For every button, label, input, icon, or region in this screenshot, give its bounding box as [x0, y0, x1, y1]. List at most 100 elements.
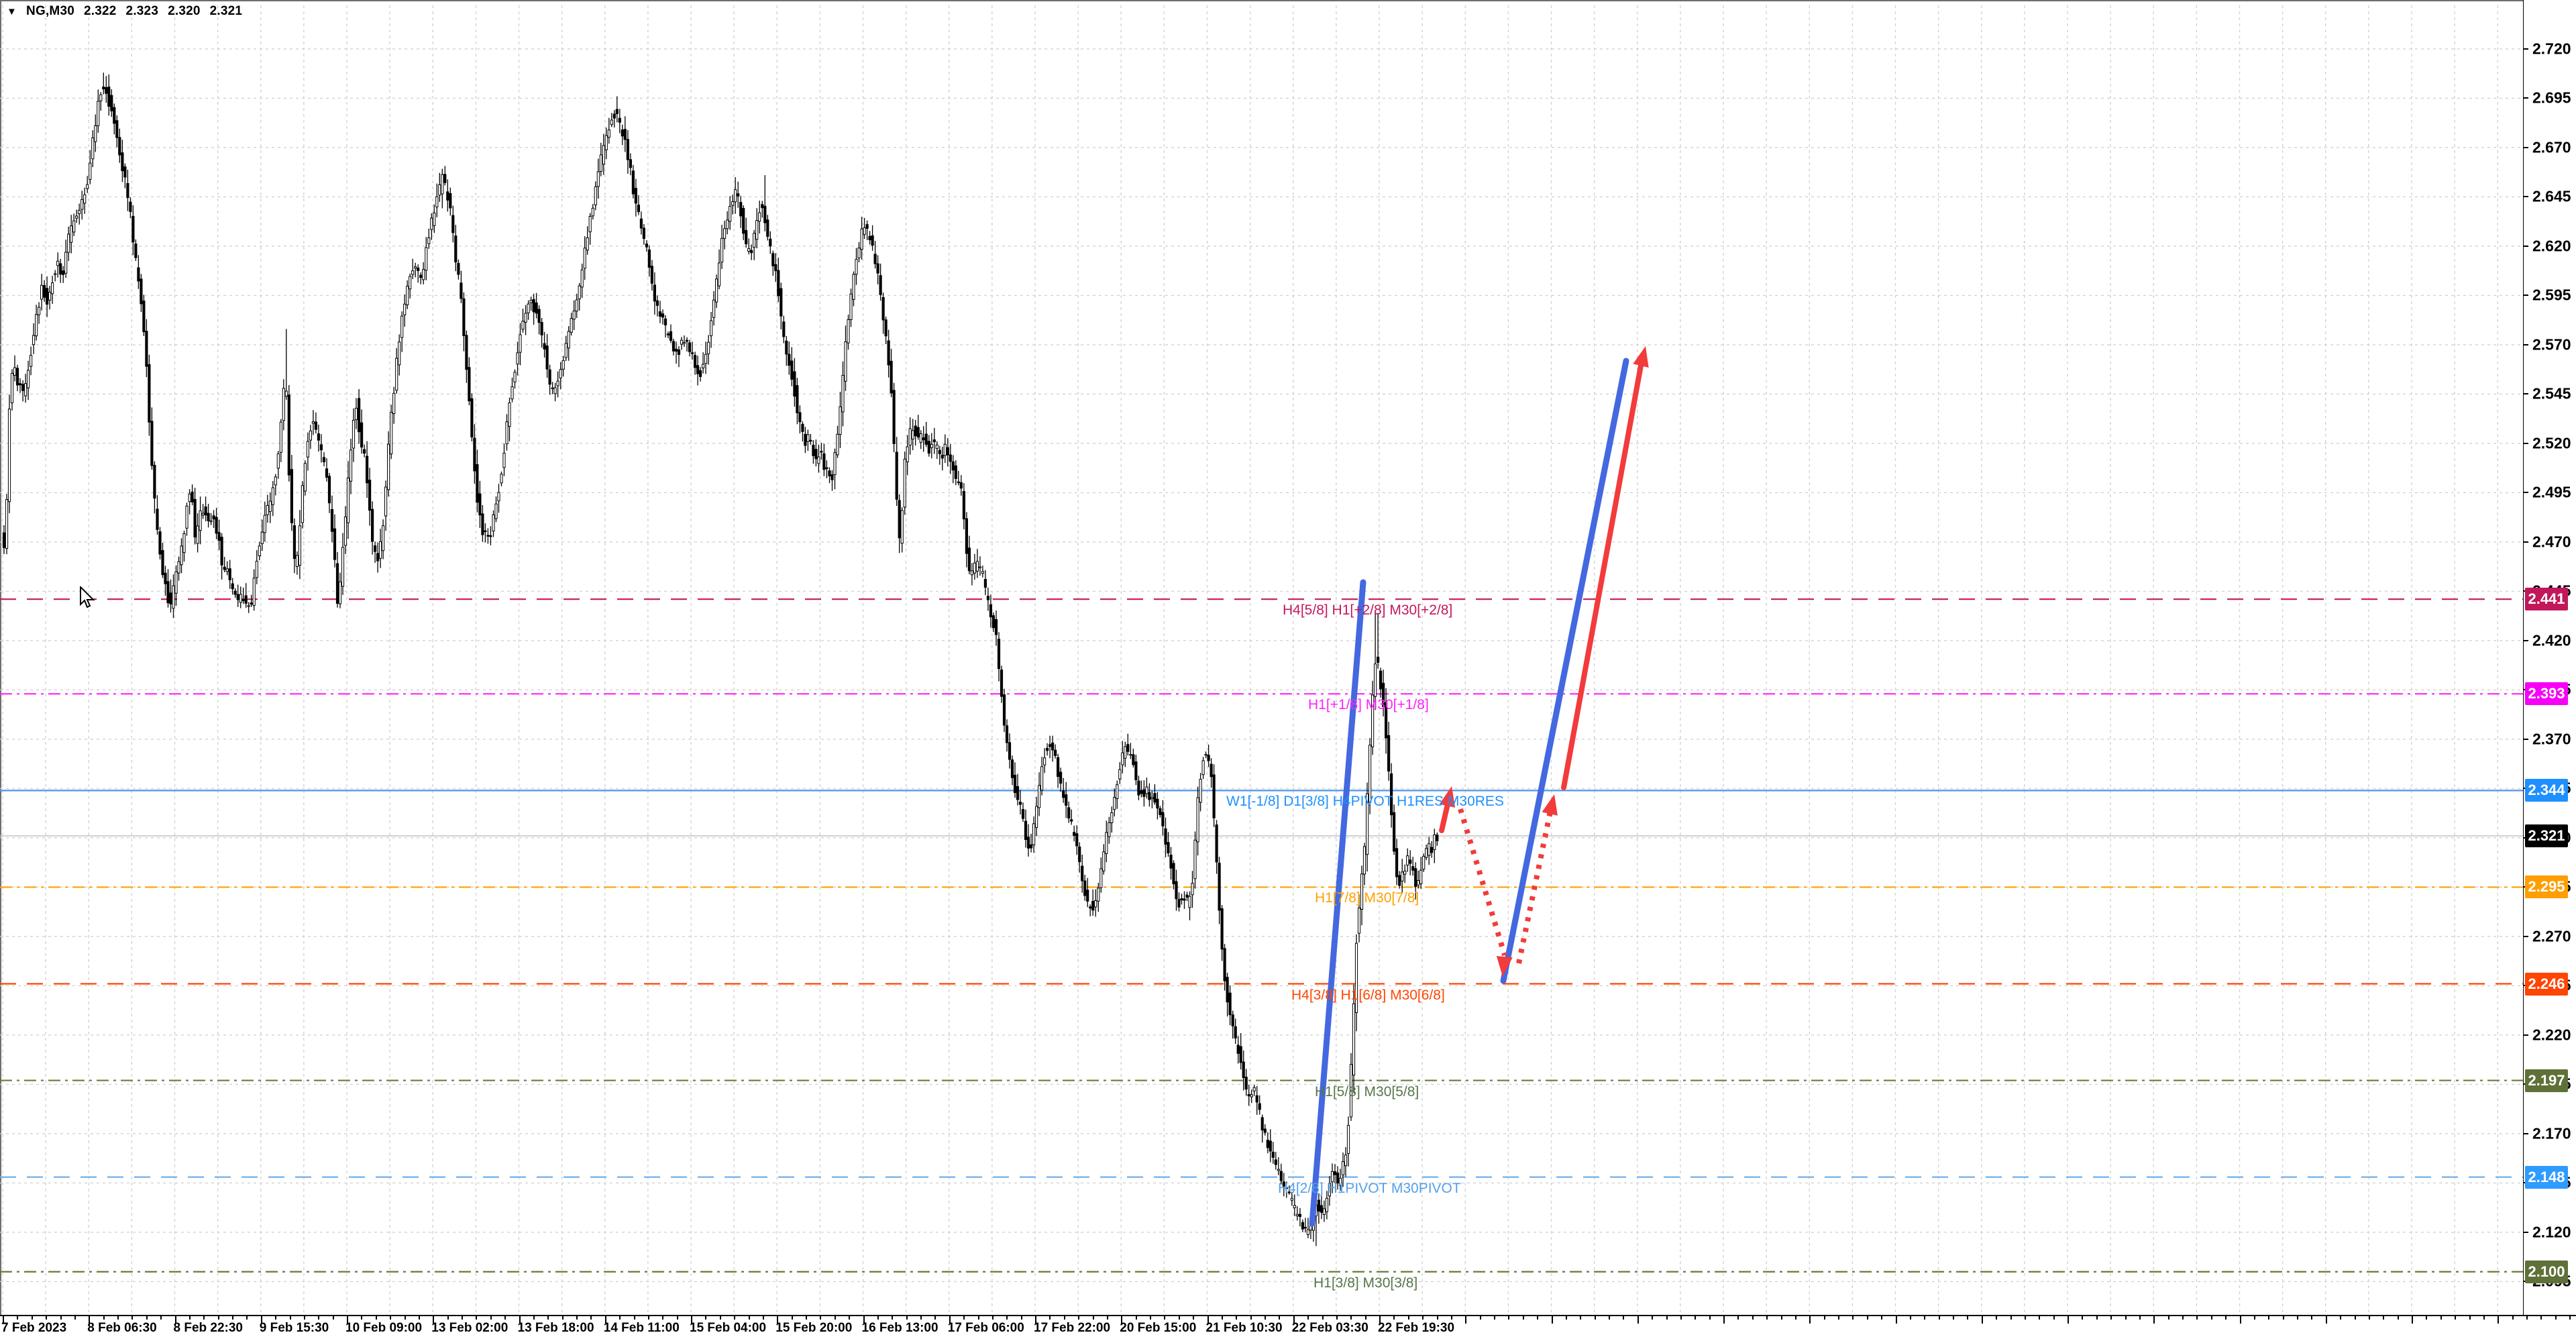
- bear-candle: [1266, 1140, 1269, 1148]
- time-tick-mark: [1106, 1316, 1108, 1320]
- bear-candle: [1247, 1094, 1250, 1097]
- pivot-level-lines[interactable]: [0, 598, 2525, 1273]
- time-tick-mark: [1623, 1316, 1625, 1320]
- bull-candle: [710, 320, 713, 337]
- bull-candle: [1124, 746, 1127, 759]
- bull-candle: [1417, 880, 1420, 886]
- bear-candle: [1140, 790, 1143, 794]
- bull-candle: [900, 510, 904, 544]
- bull-candle: [403, 303, 407, 315]
- bull-candle: [575, 299, 578, 312]
- bull-candle: [276, 453, 280, 469]
- bull-candle: [1362, 846, 1366, 875]
- bull-candle: [38, 307, 41, 315]
- bear-candle: [153, 465, 156, 499]
- red-projection-arrow-head[interactable]: [1633, 346, 1649, 368]
- time-tick-mark: [519, 1316, 521, 1324]
- time-tick-mark: [1393, 1316, 1395, 1320]
- time-tick-mark: [1695, 1316, 1697, 1320]
- bear-candle: [1244, 1077, 1248, 1089]
- bear-candle: [674, 348, 678, 352]
- price-tick-mark: [2523, 639, 2528, 641]
- bear-candle: [1046, 747, 1049, 751]
- bear-candle: [959, 482, 963, 489]
- bull-candle: [1113, 797, 1116, 810]
- time-tick-mark: [1823, 1316, 1825, 1320]
- time-tick-mark: [390, 1316, 392, 1320]
- price-axis[interactable]: 2.720 2.695 2.670 2.645 2.620 2.595 2.570 2.545…: [2523, 0, 2576, 1315]
- bull-candle: [497, 492, 500, 502]
- bull-candle: [1035, 806, 1038, 828]
- red-rejection-arrow-head[interactable]: [1439, 786, 1456, 808]
- bull-candle: [578, 285, 581, 300]
- bull-candle: [174, 571, 178, 594]
- time-tick-mark: [1766, 1316, 1768, 1320]
- time-label: 9 Feb 15:30: [259, 1321, 329, 1335]
- symbol-label[interactable]: NG,M30: [26, 4, 74, 18]
- red-dotted-up-arrow-head[interactable]: [1542, 794, 1558, 816]
- bull-candle: [1322, 1208, 1326, 1216]
- bull-candle: [511, 386, 514, 400]
- time-tick-mark: [791, 1316, 793, 1320]
- bear-candle: [292, 525, 296, 559]
- bear-candle: [1051, 743, 1055, 751]
- bull-candle: [753, 233, 756, 248]
- price-tick-label: 2.670: [2532, 138, 2571, 156]
- bull-candle: [346, 478, 350, 523]
- time-tick-mark: [332, 1316, 334, 1320]
- time-tick-mark: [418, 1316, 420, 1320]
- red-dotted-down-arrow[interactable]: [1458, 808, 1507, 957]
- bull-candle: [422, 269, 425, 280]
- bear-candle: [1263, 1128, 1267, 1133]
- time-tick-mark: [2053, 1316, 2055, 1320]
- bull-candle: [594, 186, 597, 205]
- time-axis[interactable]: 7 Feb 2023 8 Feb 06:30 8 Feb 22:30 9 Feb 15…: [0, 1315, 2576, 1339]
- bull-candle: [1145, 786, 1148, 794]
- drawn-projection-objects[interactable]: [1309, 346, 1649, 1227]
- bull-candle: [392, 392, 396, 414]
- bear-candle: [669, 331, 673, 341]
- bull-candle: [588, 216, 592, 233]
- bear-candle: [1333, 1171, 1337, 1175]
- bear-candle: [21, 384, 25, 391]
- bear-candle: [236, 594, 239, 600]
- time-tick-mark: [1407, 1316, 1409, 1320]
- time-tick-mark: [2426, 1316, 2428, 1320]
- time-tick-mark: [2182, 1316, 2184, 1320]
- red-dotted-up-arrow[interactable]: [1516, 811, 1553, 964]
- time-tick-mark: [1364, 1316, 1366, 1320]
- bear-candle: [137, 267, 140, 282]
- bull-candle: [599, 154, 602, 172]
- quote-high: 2.323: [125, 4, 159, 18]
- bear-candle: [699, 370, 702, 377]
- bear-candle: [478, 493, 482, 516]
- bear-candle: [991, 615, 996, 629]
- bull-candle: [255, 561, 258, 578]
- bear-candle: [1008, 742, 1012, 760]
- bull-candle: [521, 321, 525, 330]
- red-dotted-down-arrow-head[interactable]: [1496, 956, 1513, 977]
- mouse-cursor: [80, 586, 95, 608]
- bear-candle: [489, 535, 492, 537]
- time-label: 13 Feb 02:00: [431, 1321, 508, 1335]
- bear-candle: [814, 449, 818, 460]
- bear-candle: [615, 109, 619, 114]
- bull-candle: [1196, 797, 1199, 843]
- trend-line-blue-left[interactable]: [1309, 579, 1366, 1227]
- trend-line-blue-right[interactable]: [1500, 358, 1629, 984]
- bear-candle: [465, 335, 468, 370]
- time-tick-mark: [1838, 1316, 1839, 1320]
- time-tick-mark: [849, 1316, 851, 1320]
- time-tick-mark: [433, 1316, 435, 1324]
- time-tick-mark: [734, 1316, 736, 1320]
- time-tick-mark: [1450, 1316, 1452, 1320]
- bull-candle: [279, 421, 282, 453]
- level-label-2.344: W1[-1/8] D1[3/8] H4PIVOT H1RES M30RES: [1226, 794, 1504, 810]
- bear-candle: [661, 313, 665, 318]
- red-projection-arrow[interactable]: [1561, 363, 1644, 790]
- bull-candle: [833, 452, 837, 476]
- bull-candle: [35, 314, 38, 337]
- time-label: 22 Feb 19:30: [1378, 1321, 1455, 1335]
- symbol-dropdown-icon[interactable]: ▼: [7, 5, 17, 17]
